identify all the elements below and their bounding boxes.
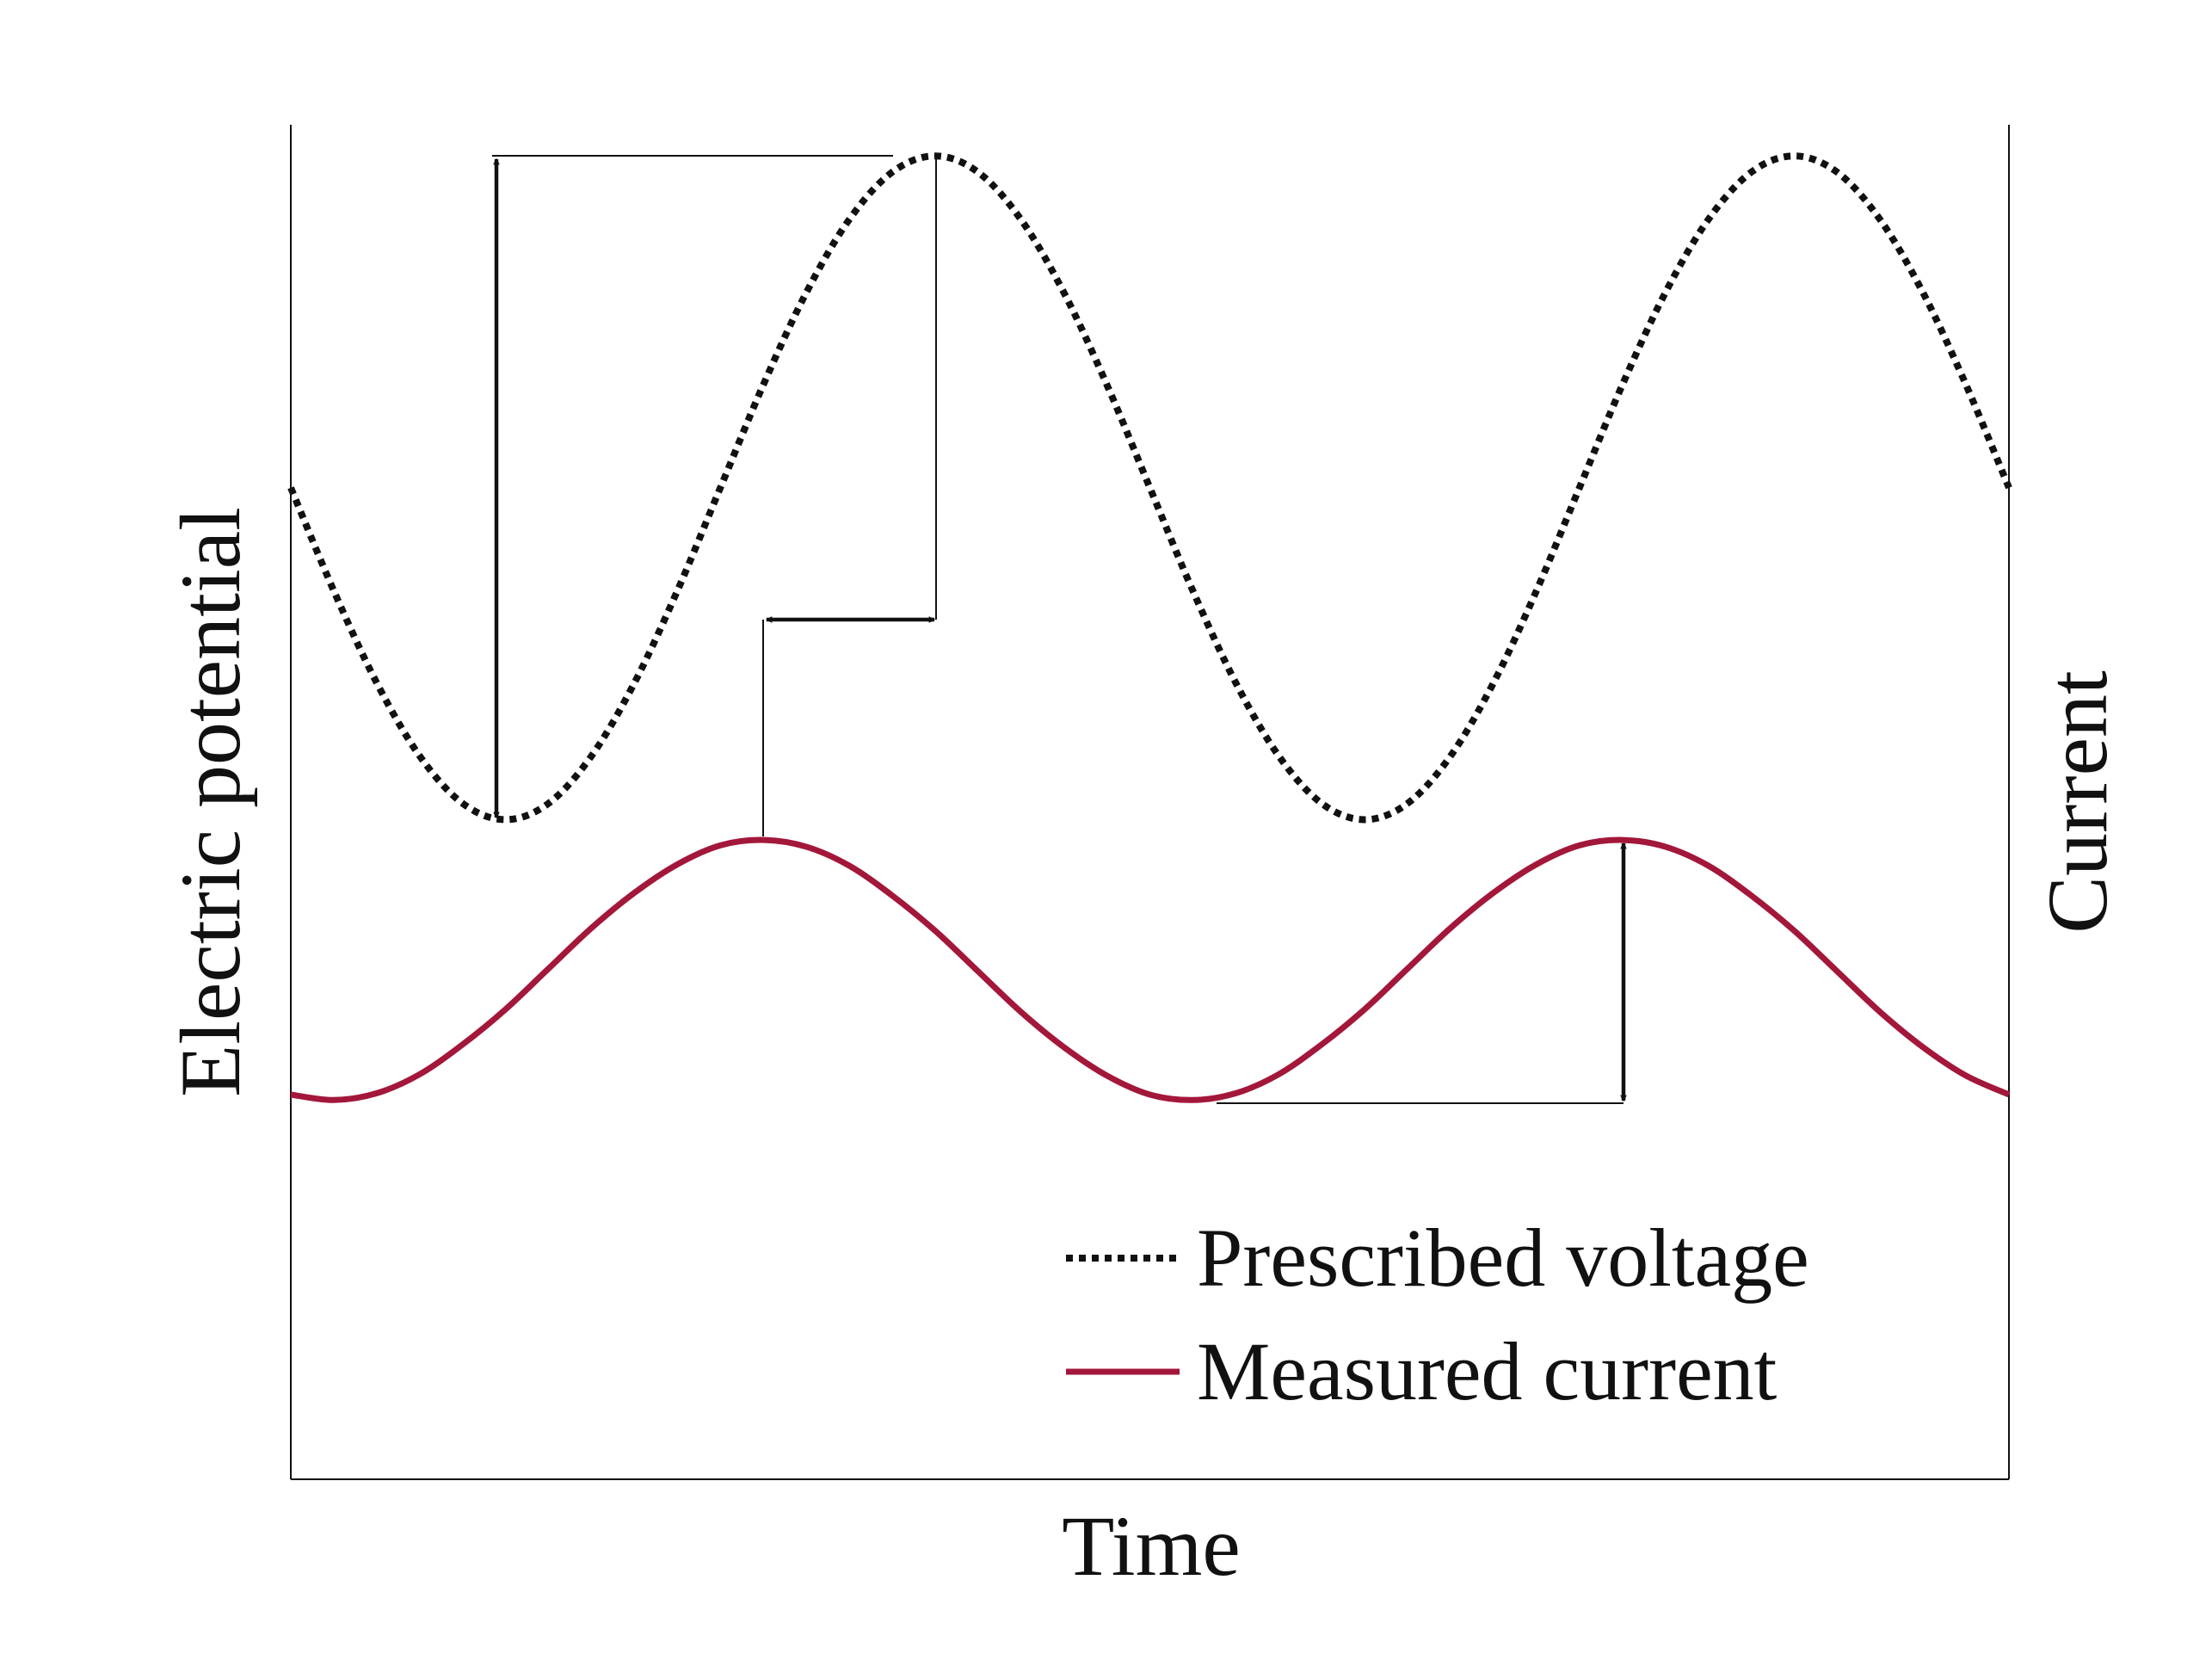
- y-axis-label: Electric potential: [163, 507, 258, 1097]
- series-line: [287, 152, 2012, 824]
- annotations: [492, 155, 1624, 1104]
- frame: [290, 125, 2010, 1480]
- legend-label: Measured current: [1197, 1325, 1778, 1417]
- legend-label: Prescribed voltage: [1197, 1212, 1809, 1304]
- y2-axis-label: Current: [2030, 670, 2125, 934]
- x-axis-label: Time: [1062, 1498, 1241, 1594]
- series-line: [290, 836, 2011, 1103]
